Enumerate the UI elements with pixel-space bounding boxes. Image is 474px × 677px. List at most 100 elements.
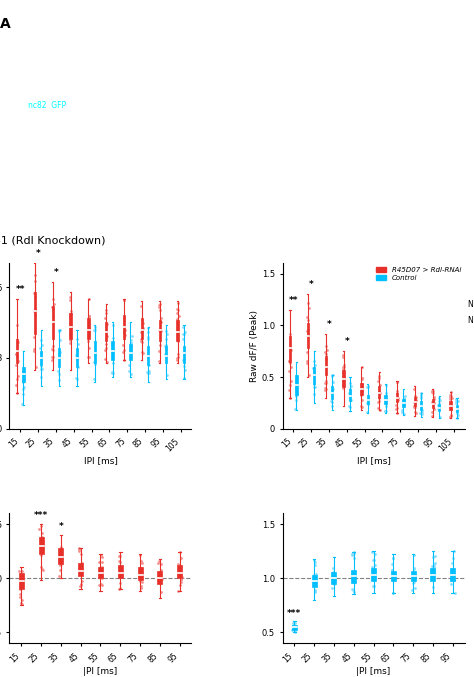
Point [329,569,337,580]
Point [174,349,182,359]
Point [328,583,336,594]
Point [127,334,135,345]
FancyBboxPatch shape [22,368,25,382]
Point [389,553,397,564]
Point [311,586,319,596]
Point [77,564,84,575]
Point [358,385,365,396]
FancyBboxPatch shape [430,569,435,582]
Point [452,397,460,408]
Point [95,580,103,590]
Point [115,584,123,594]
Point [454,413,461,424]
Point [412,395,419,406]
Point [56,347,64,357]
Point [156,299,164,310]
Point [179,322,187,332]
Point [56,565,64,575]
Point [77,578,84,589]
Point [137,582,145,593]
Point [137,556,144,567]
Point [144,334,151,345]
FancyBboxPatch shape [384,395,387,404]
Point [49,345,57,355]
Point [139,348,146,359]
FancyBboxPatch shape [371,569,376,582]
Point [428,407,436,418]
Point [180,328,187,339]
Point [103,318,110,329]
Point [436,412,443,422]
FancyBboxPatch shape [410,571,416,582]
Point [57,542,65,552]
Point [32,276,39,286]
Point [435,393,442,403]
Point [447,390,455,401]
Point [17,592,24,603]
Point [120,294,128,305]
Point [39,539,46,550]
Point [323,345,330,355]
Point [382,401,390,412]
Point [418,408,425,419]
Point [55,554,63,565]
Point [177,573,185,584]
Point [287,362,294,373]
Point [91,348,99,359]
Point [37,364,45,374]
Point [374,403,382,414]
Point [286,357,294,368]
Point [311,559,319,570]
Point [162,348,170,359]
Point [127,337,135,348]
Point [328,397,336,408]
Point [163,339,170,350]
Point [163,329,171,340]
Point [173,303,181,314]
Point [13,320,21,330]
Point [126,365,133,376]
Point [85,343,93,353]
Point [411,407,419,418]
Point [388,559,396,569]
Point [310,379,318,390]
Point [75,545,83,556]
Point [128,337,135,348]
Point [393,387,401,398]
Point [127,346,135,357]
Point [181,373,188,384]
Point [137,336,145,347]
Point [453,396,460,407]
Point [401,409,408,420]
Point [91,358,99,369]
Point [37,347,45,357]
Point [304,324,311,335]
Point [55,324,63,335]
Point [350,584,357,595]
Point [73,345,81,355]
Point [431,558,438,569]
Point [303,356,311,367]
Point [66,338,74,349]
Point [121,330,129,341]
Point [291,621,298,632]
Point [410,397,418,408]
Point [121,325,128,336]
Point [18,566,26,577]
Point [120,326,128,337]
Point [428,411,436,422]
Point [328,401,336,412]
Point [430,398,438,409]
Point [135,572,143,583]
Point [181,327,188,338]
Point [115,567,123,578]
Point [323,375,330,386]
Point [144,322,152,333]
Point [291,626,299,636]
Point [452,396,460,407]
FancyBboxPatch shape [295,375,298,395]
Point [138,314,146,325]
Text: N = 11: N = 11 [468,300,474,309]
Point [383,406,390,417]
Point [348,569,356,580]
